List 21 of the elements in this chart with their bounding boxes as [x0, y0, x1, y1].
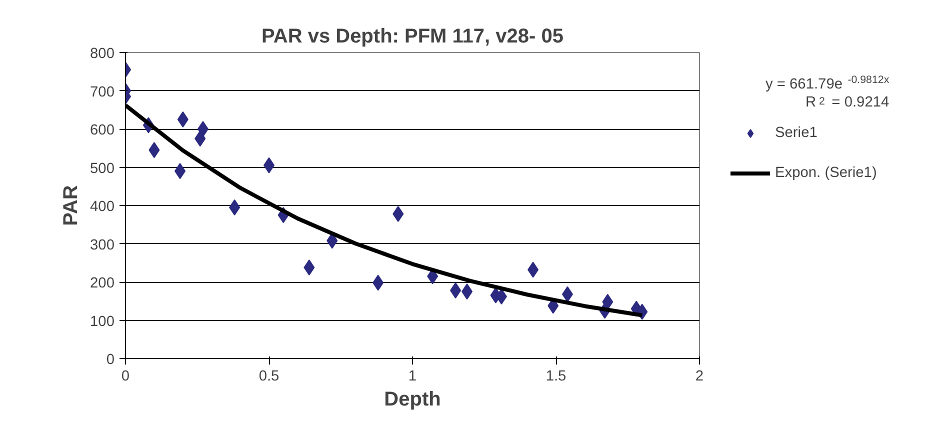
x-axis-title: Depth [384, 388, 441, 410]
y-tick-label: 200 [90, 276, 115, 292]
y-tick-label: 0 [106, 352, 115, 368]
x-tick-label: 1 [408, 368, 417, 384]
x-tick-label: 1.5 [546, 368, 566, 384]
y-tick-label: 100 [90, 314, 115, 330]
chart-title: PAR vs Depth: PFM 117, v28- 05 [262, 26, 564, 48]
y-tick-label: 300 [90, 237, 115, 254]
y-axis-title: PAR [60, 184, 82, 226]
y-tick-label: 400 [90, 199, 115, 215]
x-tick-label: 0.5 [258, 368, 280, 384]
point [197, 121, 208, 137]
x-tick-label: 2 [695, 368, 704, 384]
legend-label: Serie1 [775, 125, 818, 141]
y-tick-label: 500 [90, 160, 115, 177]
x-tick-label: 0 [121, 368, 130, 384]
y-tick-label: 700 [90, 84, 115, 100]
text: y = 661.79e-0.9812x [766, 74, 890, 92]
y-tick-label: 600 [90, 122, 115, 138]
legend-label: Expon. (Serie1) [775, 165, 877, 181]
y-tick-label: 800 [90, 46, 115, 62]
